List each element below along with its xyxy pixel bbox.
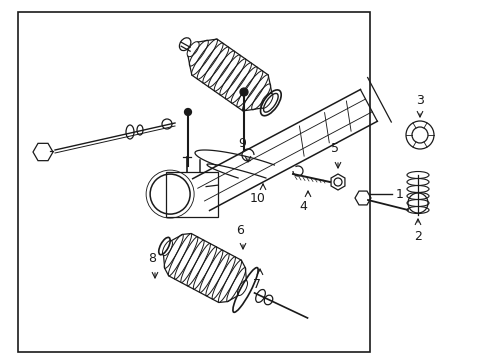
Text: 5: 5 — [330, 142, 338, 155]
Text: 6: 6 — [236, 224, 244, 237]
Text: 7: 7 — [252, 278, 261, 291]
Circle shape — [240, 88, 247, 96]
Text: 9: 9 — [238, 137, 245, 150]
Text: 4: 4 — [299, 200, 306, 213]
Text: 2: 2 — [413, 230, 421, 243]
Text: 10: 10 — [249, 192, 265, 205]
Text: 1: 1 — [395, 188, 403, 201]
Text: 3: 3 — [415, 94, 423, 107]
Circle shape — [184, 108, 191, 116]
Text: 8: 8 — [148, 252, 156, 265]
Bar — [18, 12, 369, 352]
Bar — [166, 172, 218, 217]
